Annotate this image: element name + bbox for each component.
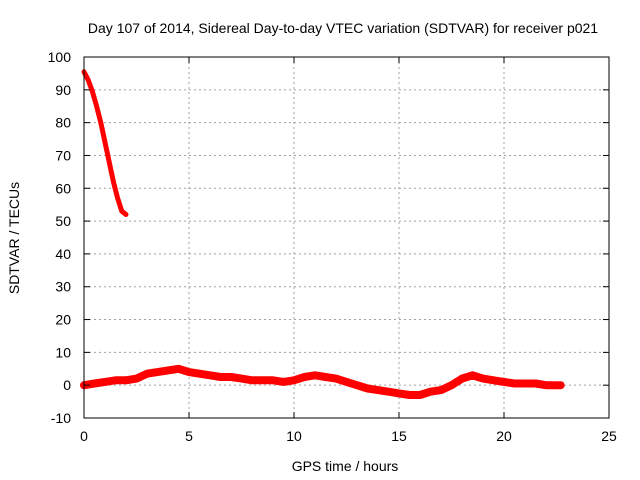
x-tick-label: 0 (80, 428, 88, 444)
y-tick-label: 60 (55, 180, 71, 196)
series-line-0 (81, 69, 129, 217)
y-tick-label: 30 (55, 279, 71, 295)
y-tick-label: 90 (55, 82, 71, 98)
y-tick-label: 40 (55, 246, 71, 262)
tick-marks (83, 56, 610, 419)
x-tick-label: 5 (185, 428, 193, 444)
x-tick-labels: 0 5 10 15 20 25 (80, 428, 617, 444)
y-tick-label: 20 (55, 312, 71, 328)
y-tick-label: 0 (63, 377, 71, 393)
x-tick-label: 10 (286, 428, 302, 444)
x-axis-label: GPS time / hours (292, 458, 399, 474)
y-tick-label: 50 (55, 213, 71, 229)
x-tick-label: 15 (391, 428, 407, 444)
y-tick-labels: -10 0 10 20 30 40 50 60 70 80 90 100 (48, 49, 72, 426)
y-tick-label: 70 (55, 147, 71, 163)
plot-frame (83, 56, 610, 419)
grid (84, 57, 609, 418)
y-tick-label: 10 (55, 344, 71, 360)
y-tick-label: 100 (48, 49, 72, 65)
chart-title: Day 107 of 2014, Sidereal Day-to-day VTE… (88, 20, 598, 36)
y-axis-label: SDTVAR / TECUs (6, 182, 22, 294)
y-tick-label: -10 (51, 410, 71, 426)
x-tick-label: 25 (601, 428, 617, 444)
series-group (80, 69, 565, 399)
y-tick-label: 80 (55, 115, 71, 131)
series-line-1 (80, 364, 565, 399)
x-tick-label: 20 (496, 428, 512, 444)
